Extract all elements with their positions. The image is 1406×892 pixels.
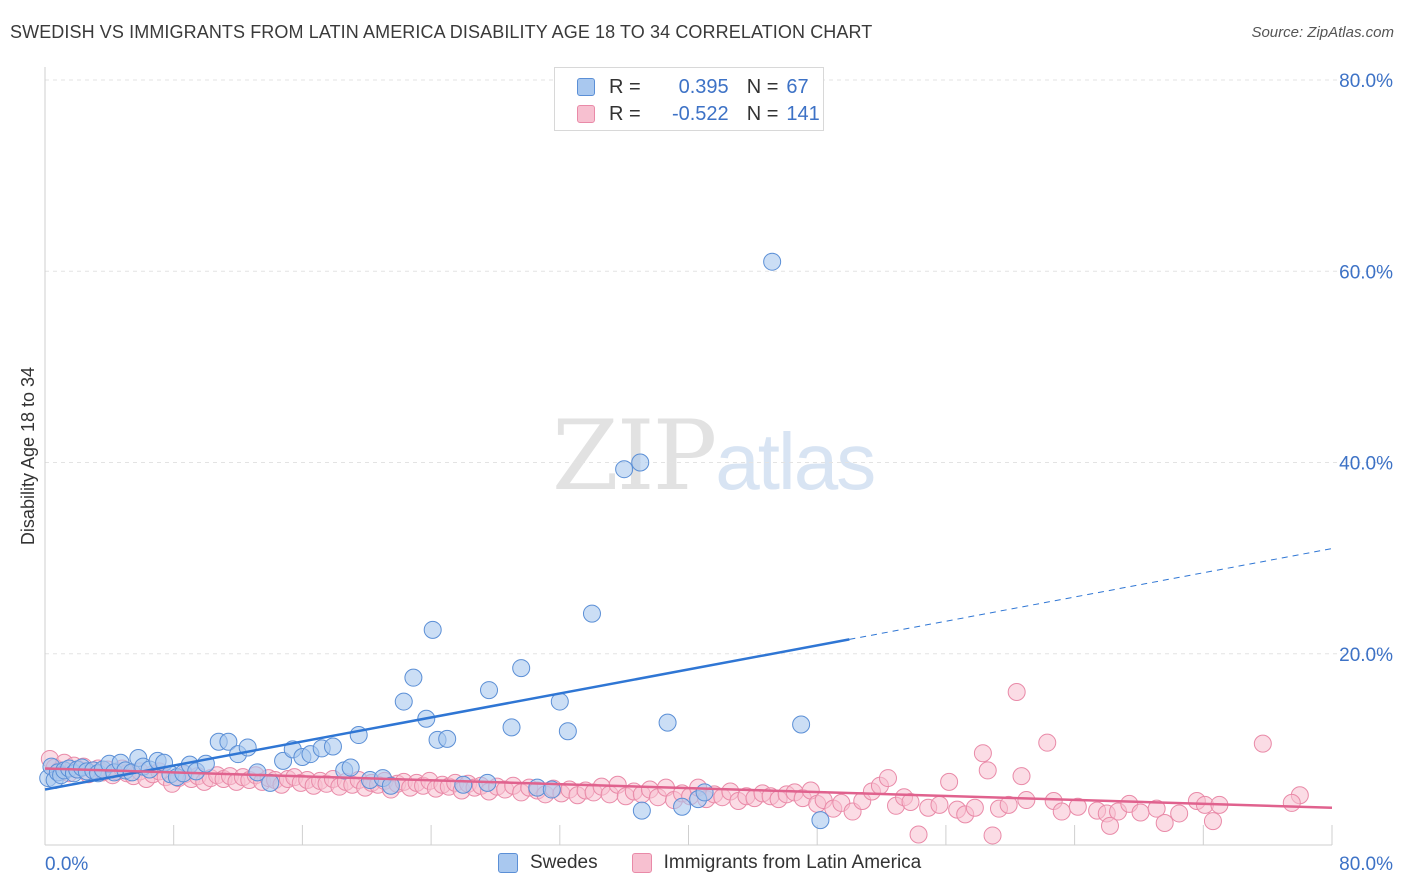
swedes-point xyxy=(631,453,650,472)
stats-row-swedes: R = 0.395 N = 67 xyxy=(577,74,809,100)
swedes-point xyxy=(695,783,714,802)
swedes-point xyxy=(512,659,531,678)
latam-point xyxy=(909,825,928,844)
swedes-point xyxy=(582,604,601,623)
latam-legend-swatch xyxy=(631,853,652,873)
swedes-swatch xyxy=(577,78,595,96)
swedes-trend-line xyxy=(44,638,850,791)
y-tick-label: 20.0% xyxy=(1339,645,1393,666)
swedes-point xyxy=(792,715,811,734)
latam-point xyxy=(1155,814,1174,833)
swedes-point xyxy=(341,758,360,777)
latam-point xyxy=(1100,816,1119,835)
latam-point xyxy=(1203,812,1222,831)
swedes-point xyxy=(404,668,423,687)
r-label: R = xyxy=(609,75,641,98)
latam-point xyxy=(1052,802,1071,821)
latam-point xyxy=(901,792,920,811)
latam-point xyxy=(1068,797,1087,816)
latam-swatch xyxy=(577,105,595,123)
r-label: R = xyxy=(609,102,641,125)
chart-title: SWEDISH VS IMMIGRANTS FROM LATIN AMERICA… xyxy=(10,22,873,42)
swedes-point xyxy=(323,737,342,756)
y-tick-label: 40.0% xyxy=(1339,454,1393,475)
stats-row-latam: R = -0.522 N = 141 xyxy=(577,101,820,127)
y-tick-label: 60.0% xyxy=(1339,262,1393,283)
latam-point xyxy=(1253,734,1272,753)
swedes-points xyxy=(39,252,830,830)
latam-point xyxy=(940,772,959,791)
swedes-point xyxy=(454,775,473,794)
legend-label-swedes: Swedes xyxy=(530,852,598,873)
y-tick-label: 80.0% xyxy=(1339,71,1393,92)
swedes-point xyxy=(502,718,521,737)
swedes-legend-swatch xyxy=(498,853,518,873)
swedes-point xyxy=(632,801,651,820)
swedes-point xyxy=(673,797,692,816)
source-label: Source: ZipAtlas.com xyxy=(1251,24,1394,41)
swedes-point xyxy=(381,776,400,795)
swedes-point xyxy=(615,460,634,479)
latam-trend-line xyxy=(44,767,1333,809)
swedes-point xyxy=(423,620,442,639)
watermark-atlas: atlas xyxy=(715,417,876,506)
legend-item-latam[interactable]: Immigrants from Latin America xyxy=(631,852,922,874)
swedes-point xyxy=(219,732,238,751)
swedes-point xyxy=(394,692,413,711)
watermark: ZIPatlas xyxy=(552,400,876,512)
latam-point xyxy=(1131,803,1150,822)
latam-point xyxy=(1012,767,1031,786)
swedes-point xyxy=(261,773,280,792)
series-legend: Swedes Immigrants from Latin America xyxy=(498,852,955,874)
swedes-point xyxy=(480,681,499,700)
grid-lines xyxy=(45,79,1392,655)
swedes-point xyxy=(438,729,457,748)
latam-point xyxy=(878,769,897,788)
n-label: N = xyxy=(746,102,779,125)
swedes-point xyxy=(658,713,677,732)
latam-point xyxy=(1017,791,1036,810)
latam-point xyxy=(965,798,984,817)
latam-point xyxy=(930,795,949,814)
latam-point xyxy=(999,795,1018,814)
y-axis-label: Disability Age 18 to 34 xyxy=(18,367,38,545)
r-value: -0.522 xyxy=(671,102,729,125)
legend-item-swedes[interactable]: Swedes xyxy=(498,852,598,874)
swedes-point xyxy=(248,763,267,782)
latam-point xyxy=(978,761,997,780)
swedes-point xyxy=(811,811,830,830)
n-label: N = xyxy=(746,75,779,98)
swedes-point xyxy=(558,722,577,741)
n-value: 141 xyxy=(786,102,820,125)
latam-point xyxy=(1282,793,1301,812)
x-tick-label: 80.0% xyxy=(1339,854,1393,875)
latam-points xyxy=(40,683,1309,845)
latam-point xyxy=(973,744,992,763)
tick-labels: 20.0% 40.0% 60.0% 80.0% 0.0% 80.0% xyxy=(45,71,1393,875)
stats-legend: R = 0.395 N = 67 R = -0.522 N = 141 xyxy=(554,67,824,131)
latam-point xyxy=(1038,733,1057,752)
r-value: 0.395 xyxy=(678,75,729,98)
swedes-trend-extension xyxy=(849,548,1333,640)
swedes-point xyxy=(763,252,782,271)
n-value: 67 xyxy=(786,75,809,98)
axes xyxy=(44,67,1333,846)
x-tick-label: 0.0% xyxy=(45,854,88,875)
latam-point xyxy=(983,826,1002,845)
swedes-point xyxy=(274,751,293,770)
latam-point xyxy=(1170,804,1189,823)
trend-lines xyxy=(44,548,1333,809)
legend-label-latam: Immigrants from Latin America xyxy=(663,852,922,873)
latam-point xyxy=(1147,799,1166,818)
latam-point xyxy=(1007,683,1026,701)
